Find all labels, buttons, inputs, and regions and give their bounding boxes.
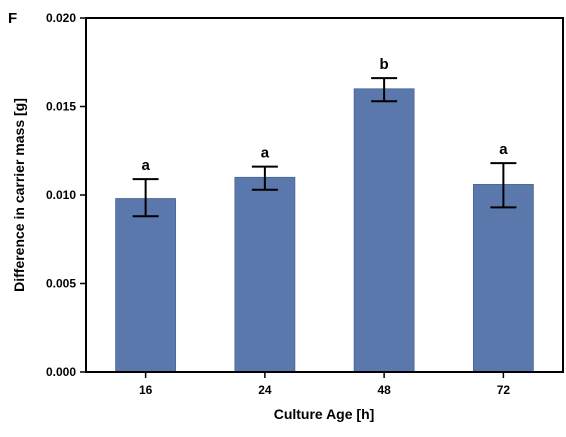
y-tick-label-0: 0.000	[46, 365, 76, 379]
y-tick-label-4: 0.020	[46, 11, 76, 25]
significance-label-72: a	[499, 141, 508, 158]
bar-16	[115, 198, 177, 373]
x-tick-label-72: 72	[497, 383, 511, 397]
significance-label-16: a	[141, 157, 150, 174]
bars-layer	[115, 88, 534, 373]
x-tick-label-16: 16	[139, 383, 153, 397]
x-tick-label-48: 48	[377, 383, 391, 397]
bar-72	[472, 183, 534, 373]
bar-48	[353, 88, 415, 373]
bar-24	[234, 176, 296, 373]
x-tick-label-24: 24	[258, 383, 272, 397]
significance-label-24: a	[261, 145, 270, 162]
significance-label-48: b	[380, 56, 389, 73]
x-axis: 16 24 48 72	[139, 372, 510, 397]
panel-letter: F	[8, 10, 17, 27]
y-axis: 0.000 0.005 0.010 0.015 0.020	[46, 11, 86, 379]
y-tick-label-1: 0.005	[46, 277, 76, 291]
y-tick-label-3: 0.015	[46, 100, 76, 114]
significance-labels: a a b a	[141, 56, 508, 174]
x-axis-title: Culture Age [h]	[274, 406, 375, 422]
y-tick-label-2: 0.010	[46, 188, 76, 202]
errorbars-layer	[132, 77, 517, 218]
y-axis-title: Difference in carrier mass [g]	[11, 98, 27, 292]
